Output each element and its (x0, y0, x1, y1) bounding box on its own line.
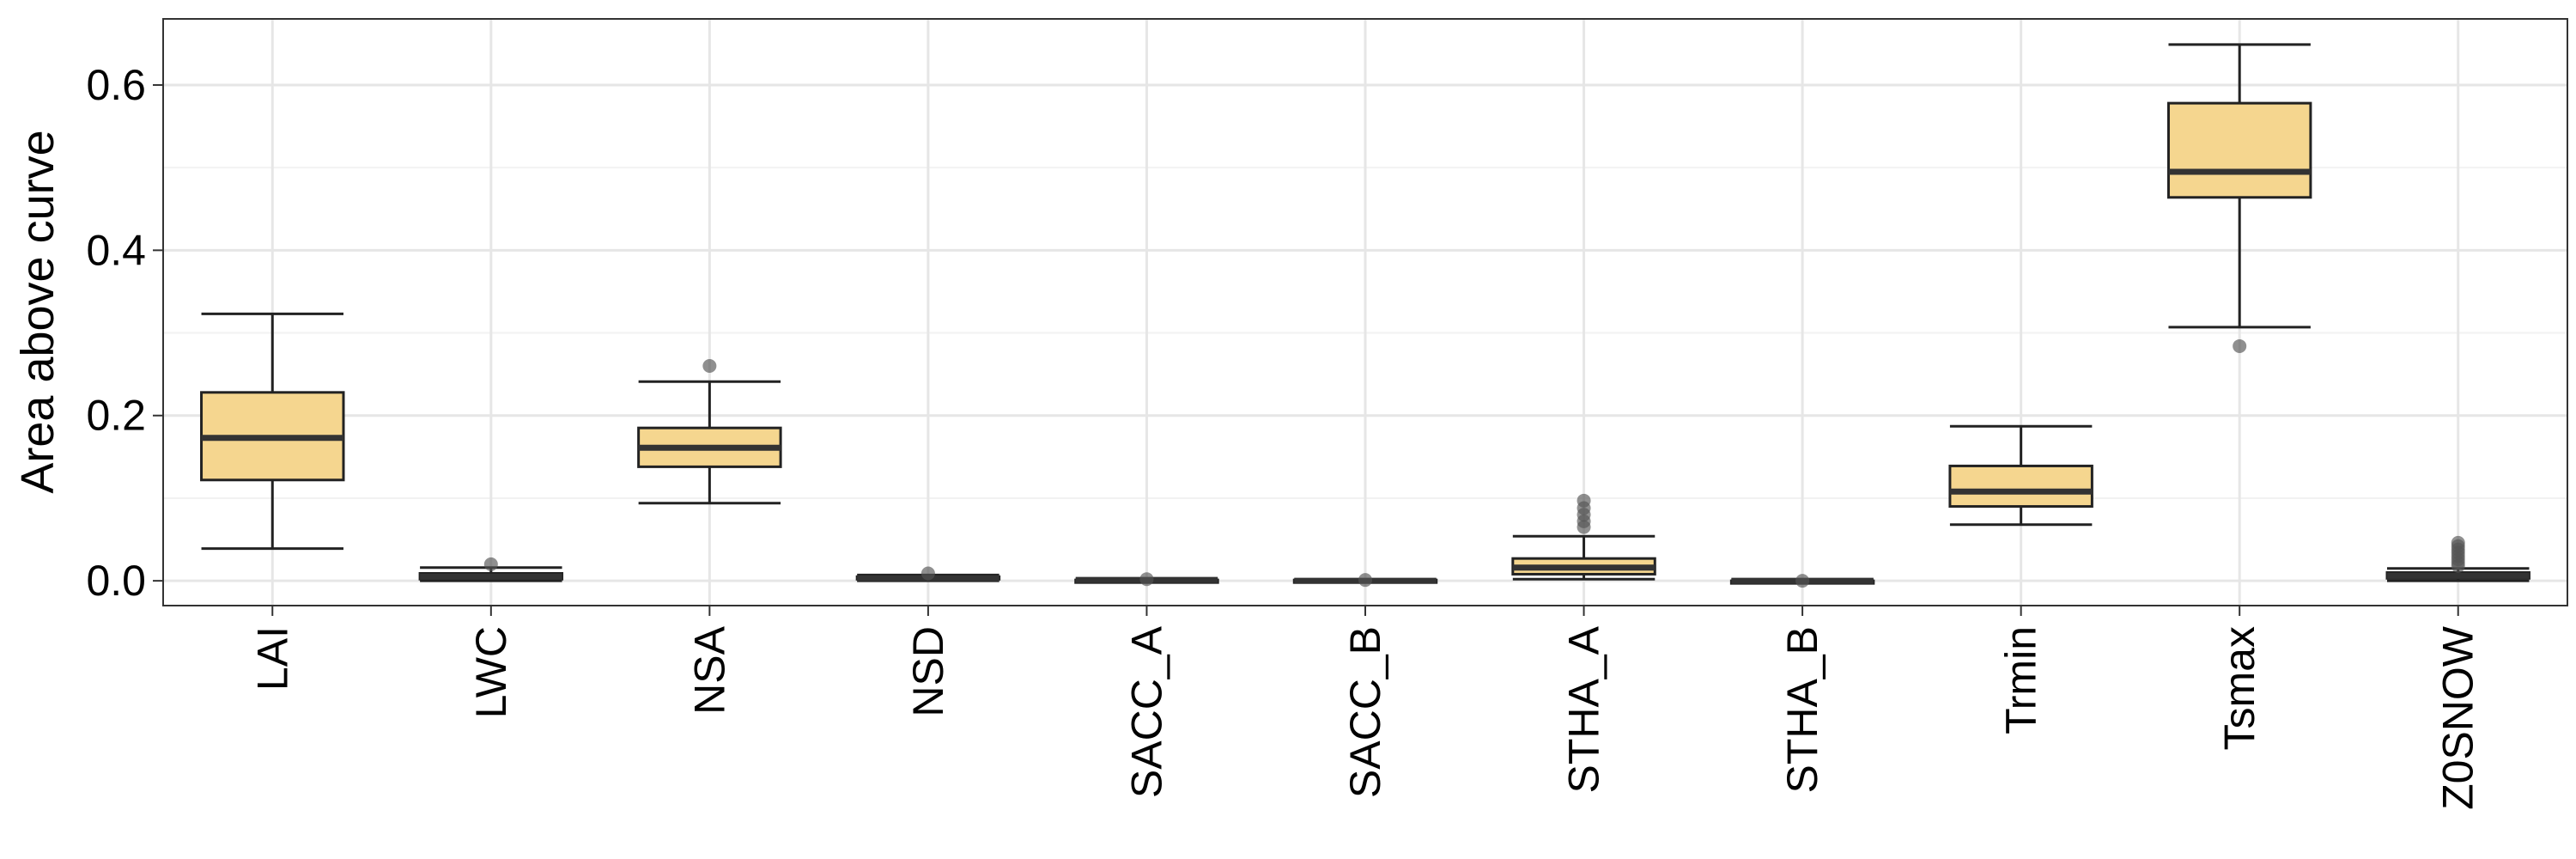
x-tick-label: SACC_B (1341, 626, 1389, 798)
y-tick-label: 0.4 (86, 226, 146, 274)
outlier-point (2451, 535, 2465, 550)
y-tick-label: 0.2 (86, 392, 146, 440)
outlier-point (2233, 338, 2247, 353)
x-tick-label: NSA (685, 625, 733, 714)
axes: 0.0 0.2 0.4 0.6 LAI LWC NSA NSD SACC_A SACC_B STHA… (86, 61, 2482, 810)
box-sacc-b (1292, 573, 1438, 588)
outlier-point (1139, 572, 1154, 587)
x-tick-label: NSD (904, 626, 952, 717)
x-tick-label: Trmin (1997, 626, 2045, 734)
box-z0snow (2385, 535, 2530, 582)
outlier-point (1577, 493, 1591, 508)
box-stha-a (1511, 493, 1656, 581)
iqr-box (1948, 464, 2093, 509)
box-series (200, 43, 2530, 588)
box-sacc-a (1074, 572, 1219, 587)
box-stha-b (1729, 574, 1875, 588)
y-axis-title: Area above curve (12, 130, 64, 493)
outlier-point (483, 557, 498, 571)
box-trmin (1948, 424, 2093, 527)
iqr-box (2166, 101, 2312, 199)
outlier-point (920, 566, 935, 581)
outlier-point (1358, 573, 1372, 588)
x-tick-label: Z0SNOW (2434, 625, 2482, 810)
x-tick-label: STHA_A (1560, 625, 1608, 793)
box-nsa (637, 359, 782, 505)
y-tick-label: 0.0 (86, 557, 146, 605)
outlier-point (702, 359, 717, 374)
x-tick-label: SACC_A (1122, 625, 1170, 798)
x-tick-label: STHA_B (1778, 626, 1826, 794)
grid-lines (163, 19, 2567, 606)
box-lwc (418, 557, 564, 582)
box-tsmax (2166, 43, 2312, 353)
x-tick-label: LWC (467, 626, 515, 718)
outlier-point (1795, 574, 1810, 588)
x-tick-label: LAI (248, 626, 296, 691)
x-tick-label: Tsmax (2215, 626, 2263, 750)
y-tick-label: 0.6 (86, 61, 146, 109)
box-nsd (855, 566, 1001, 582)
box-lai (200, 312, 345, 551)
